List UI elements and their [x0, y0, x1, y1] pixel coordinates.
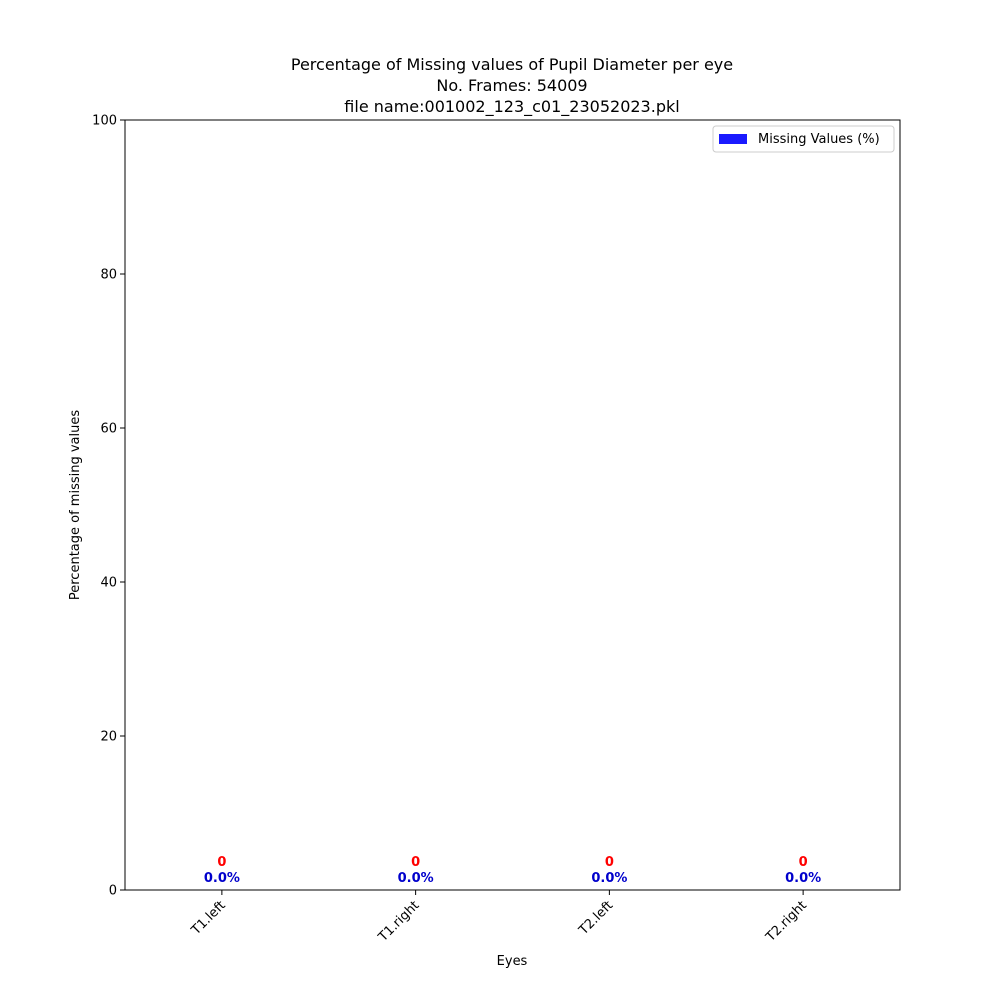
y-tick-label: 0	[109, 884, 117, 899]
y-tick-label: 80	[100, 268, 117, 283]
legend-entry-missing-values: Missing Values (%)	[758, 132, 880, 147]
data-label-count: 0	[605, 855, 614, 870]
chart-title-line-1: Percentage of Missing values of Pupil Di…	[291, 55, 733, 74]
data-label-percent: 0.0%	[785, 871, 821, 886]
x-tick-label: T1.left	[188, 898, 229, 939]
x-tick-label: T1.right	[375, 898, 422, 945]
legend-frame	[712, 125, 895, 153]
legend-swatch	[719, 134, 747, 144]
chart-title: Percentage of Missing values of Pupil Di…	[291, 55, 733, 117]
data-label-percent: 0.0%	[204, 871, 240, 886]
data-label-count: 0	[799, 855, 808, 870]
axes-frame	[124, 119, 901, 891]
y-tick-label: 100	[92, 114, 117, 129]
data-label-count: 0	[411, 855, 420, 870]
chart-title-line-3: file name:001002_123_c01_23052023.pkl	[344, 97, 679, 117]
y-axis-label: Percentage of missing values	[68, 410, 83, 600]
y-tick-label: 40	[100, 576, 117, 591]
plot-area: 0 20 40 60 80 100 T1.left T1.right T2.left T2.rig…	[92, 114, 901, 946]
data-label-percent: 0.0%	[591, 871, 627, 886]
legend: Missing Values (%)	[712, 125, 895, 153]
x-tick-label: T2.left	[576, 898, 617, 939]
x-axis-label: Eyes	[497, 954, 528, 969]
y-tick-label: 60	[100, 422, 117, 437]
x-tick-label: T2.right	[763, 898, 810, 945]
data-label-count: 0	[217, 855, 226, 870]
y-tick-label: 20	[100, 730, 117, 745]
data-label-percent: 0.0%	[398, 871, 434, 886]
chart-title-line-2: No. Frames: 54009	[436, 76, 587, 95]
